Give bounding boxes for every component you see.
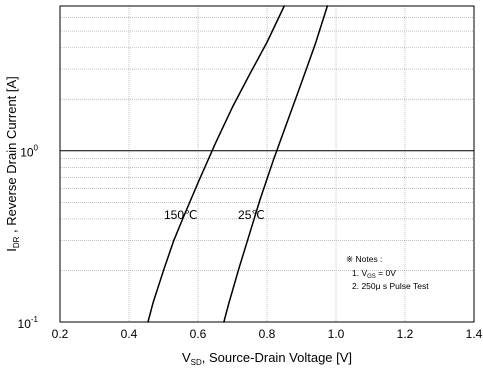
x-tick-labels: 0.2 0.4 0.6 0.8 1.0 1.2 1.4 <box>52 327 483 341</box>
x-tick-label: 1.0 <box>328 327 345 341</box>
curve-annotations: 150℃ 25℃ <box>164 208 265 222</box>
y-axis-label-main: I <box>4 248 19 252</box>
grid <box>59 5 475 323</box>
x-tick-label: 0.6 <box>190 327 207 341</box>
series-line-1 <box>223 5 329 323</box>
series-layer <box>147 5 329 323</box>
notes-line-2: 2. 250μ s Pulse Test <box>352 281 429 291</box>
x-tick-label: 1.4 <box>466 327 483 341</box>
y-axis-label-rest: , Reverse Drain Current [A] <box>4 76 19 236</box>
notes-title: ※ Notes : <box>346 254 382 264</box>
notes-line-1-subscript: GS <box>367 274 376 280</box>
notes-box: ※ Notes : 1. VGS = 0V 2. 250μ s Pulse Te… <box>346 254 429 291</box>
y-tick-labels: 10-1 100 <box>18 144 39 331</box>
y-tick-label: 10-1 <box>18 315 39 331</box>
notes-line-1-end: = 0V <box>376 268 396 278</box>
x-axis-label-subscript: SD <box>191 358 202 367</box>
notes-line-1-start: 1. V <box>352 268 367 278</box>
y-axis-label: IDR , Reverse Drain Current [A] <box>4 76 21 252</box>
curve-annotation-1: 25℃ <box>238 208 265 222</box>
series-line-0 <box>147 5 285 323</box>
x-tick-label: 0.8 <box>259 327 276 341</box>
x-axis-label: VSD, Source-Drain Voltage [V] <box>182 350 352 367</box>
y-tick-label: 100 <box>20 144 38 160</box>
curve-annotation-0: 150℃ <box>164 208 198 222</box>
x-axis-label-main: V <box>182 350 191 365</box>
y-axis-label-subscript: DR <box>12 236 21 248</box>
x-axis-label-rest: , Source-Drain Voltage [V] <box>202 350 352 365</box>
x-tick-label: 1.2 <box>397 327 414 341</box>
x-tick-label: 0.2 <box>52 327 69 341</box>
x-tick-label: 0.4 <box>121 327 138 341</box>
notes-line-1: 1. VGS = 0V <box>352 268 396 280</box>
plot-frame <box>59 5 475 323</box>
